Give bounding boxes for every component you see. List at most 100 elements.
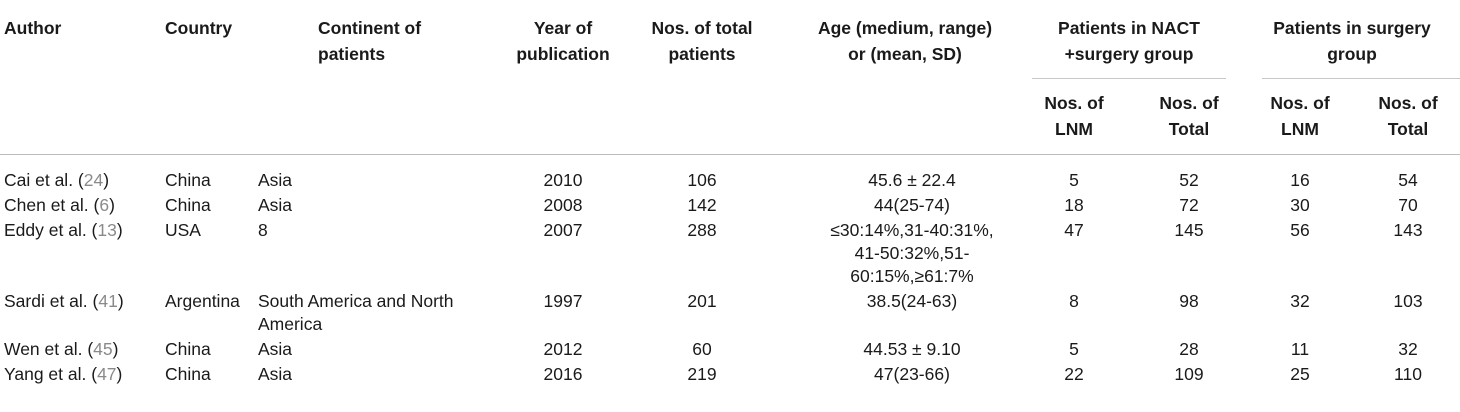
author-name: Sardi et al. (	[4, 291, 99, 311]
table-body: Cai et al. (24) China Asia 2010 106 45.6…	[0, 155, 1460, 389]
cell-year: 2012	[543, 339, 583, 359]
cell-year: 2008	[543, 195, 583, 215]
header-nact-total-text: Nos. of Total	[1159, 93, 1219, 139]
cell-author: Wen et al. (45)	[0, 338, 164, 363]
cell-country: China	[165, 170, 211, 190]
cell-nact-total: 98	[1179, 291, 1199, 311]
reference-link[interactable]: 45	[93, 339, 113, 359]
cell-author: Sardi et al. (41)	[0, 290, 164, 338]
cell-surg-total: 110	[1394, 364, 1422, 384]
cell-continent: South America and North America	[258, 291, 454, 334]
header-nact-lnm: Nos. of LNM	[1014, 90, 1134, 155]
cell-surg-total: 103	[1393, 291, 1423, 311]
header-nact-group-text: Patients in NACT +surgery group	[1058, 18, 1200, 64]
cell-nact-total: 28	[1179, 339, 1199, 359]
author-close: )	[103, 170, 110, 190]
cell-surg-total: 54	[1398, 170, 1418, 190]
cell-nact-lnm: 47	[1064, 220, 1084, 240]
cell-continent: Asia	[258, 195, 293, 215]
cell-author: Chen et al. (6)	[0, 194, 164, 219]
author-close: )	[116, 220, 123, 240]
cell-year: 2010	[543, 170, 583, 190]
table-row: Wen et al. (45) China Asia 2012 60 44.53…	[0, 338, 1460, 363]
surgery-group-divider	[1262, 67, 1460, 79]
cell-surg-lnm: 56	[1290, 220, 1310, 240]
reference-link[interactable]: 24	[83, 170, 104, 190]
cell-total: 142	[687, 195, 717, 215]
header-total: Nos. of total patients	[628, 0, 776, 155]
table-row: Cai et al. (24) China Asia 2010 106 45.6…	[0, 155, 1460, 195]
header-nact-total: Nos. of Total	[1134, 90, 1244, 155]
cell-surg-lnm: 32	[1290, 291, 1310, 311]
cell-author: Cai et al. (24)	[0, 155, 164, 195]
header-year-text: Year of publication	[516, 18, 610, 64]
cell-surg-total: 32	[1398, 339, 1418, 359]
cell-total: 201	[687, 291, 717, 311]
author-name: Wen et al. (	[4, 339, 94, 359]
cell-year: 1997	[543, 291, 583, 311]
cell-surg-lnm: 16	[1290, 170, 1310, 190]
header-continent-text: Continent of patients	[318, 18, 422, 64]
table-row: Chen et al. (6) China Asia 2008 142 44(2…	[0, 194, 1460, 219]
cell-nact-lnm: 8	[1069, 291, 1079, 311]
cell-surg-lnm: 11	[1290, 339, 1310, 359]
author-name: Eddy et al. (	[4, 220, 98, 240]
header-surgery-group-text: Patients in surgery group	[1273, 18, 1431, 64]
header-surg-lnm: Nos. of LNM	[1244, 90, 1356, 155]
cell-surg-total: 70	[1398, 195, 1418, 215]
studies-table: Author Country Continent of patients Yea…	[0, 0, 1460, 389]
reference-link[interactable]: 6	[99, 195, 110, 215]
cell-year: 2007	[543, 220, 583, 240]
author-name: Yang et al. (	[4, 364, 98, 384]
header-year: Year of publication	[498, 0, 628, 155]
cell-age: 47(23-66)	[874, 364, 950, 384]
cell-total: 219	[687, 364, 717, 384]
cell-continent: 8	[258, 220, 268, 240]
header-total-text: Nos. of total patients	[651, 18, 753, 64]
header-age-text: Age (medium, range) or (mean, SD)	[817, 18, 993, 64]
cell-country: China	[165, 195, 211, 215]
reference-link[interactable]: 47	[97, 364, 117, 384]
cell-nact-total: 72	[1179, 195, 1199, 215]
reference-link[interactable]: 13	[97, 220, 117, 240]
cell-total: 288	[687, 220, 717, 240]
author-close: )	[116, 364, 123, 384]
table-row: Sardi et al. (41) Argentina South Americ…	[0, 290, 1460, 338]
cell-age-text: ≤30:14%,31-40:31%, 41-50:32%,51- 60:15%,…	[830, 220, 994, 286]
header-surg-total: Nos. of Total	[1356, 90, 1460, 155]
cell-nact-lnm: 18	[1064, 195, 1084, 215]
cell-surg-lnm: 25	[1290, 364, 1310, 384]
cell-age: ≤30:14%,31-40:31%, 41-50:32%,51- 60:15%,…	[776, 219, 1014, 290]
cell-nact-total: 109	[1174, 364, 1204, 384]
cell-author: Yang et al. (47)	[0, 363, 164, 388]
header-continent: Continent of patients	[258, 0, 498, 155]
cell-nact-lnm: 5	[1069, 170, 1079, 190]
table-row: Eddy et al. (13) USA 8 2007 288 ≤30:14%,…	[0, 219, 1460, 290]
table-row: Yang et al. (47) China Asia 2016 219 47(…	[0, 363, 1460, 388]
cell-continent: Asia	[258, 170, 293, 190]
cell-age: 44(25-74)	[874, 195, 950, 215]
cell-nact-lnm: 22	[1064, 364, 1084, 384]
cell-age: 44.53 ± 9.10	[863, 339, 961, 359]
cell-country: USA	[165, 220, 201, 240]
cell-nact-lnm: 5	[1069, 339, 1079, 359]
cell-country: Argentina	[165, 291, 240, 311]
table-header: Author Country Continent of patients Yea…	[0, 0, 1460, 155]
cell-continent: Asia	[258, 339, 293, 359]
nact-group-divider	[1032, 67, 1226, 79]
header-surg-total-text: Nos. of Total	[1378, 93, 1438, 139]
cell-country: China	[165, 364, 211, 384]
author-close: )	[112, 339, 119, 359]
cell-year: 2016	[543, 364, 583, 384]
header-surgery-group: Patients in surgery group	[1244, 0, 1460, 90]
header-nact-group: Patients in NACT +surgery group	[1014, 0, 1244, 90]
cell-author: Eddy et al. (13)	[0, 219, 164, 290]
reference-link[interactable]: 41	[98, 291, 118, 311]
header-nact-lnm-text: Nos. of LNM	[1044, 93, 1104, 139]
cell-age: 38.5(24-63)	[866, 291, 958, 311]
cell-total: 106	[687, 170, 717, 190]
cell-surg-lnm: 30	[1290, 195, 1310, 215]
cell-total: 60	[692, 339, 712, 359]
author-close: )	[117, 291, 124, 311]
author-name: Chen et al. (	[4, 195, 100, 215]
